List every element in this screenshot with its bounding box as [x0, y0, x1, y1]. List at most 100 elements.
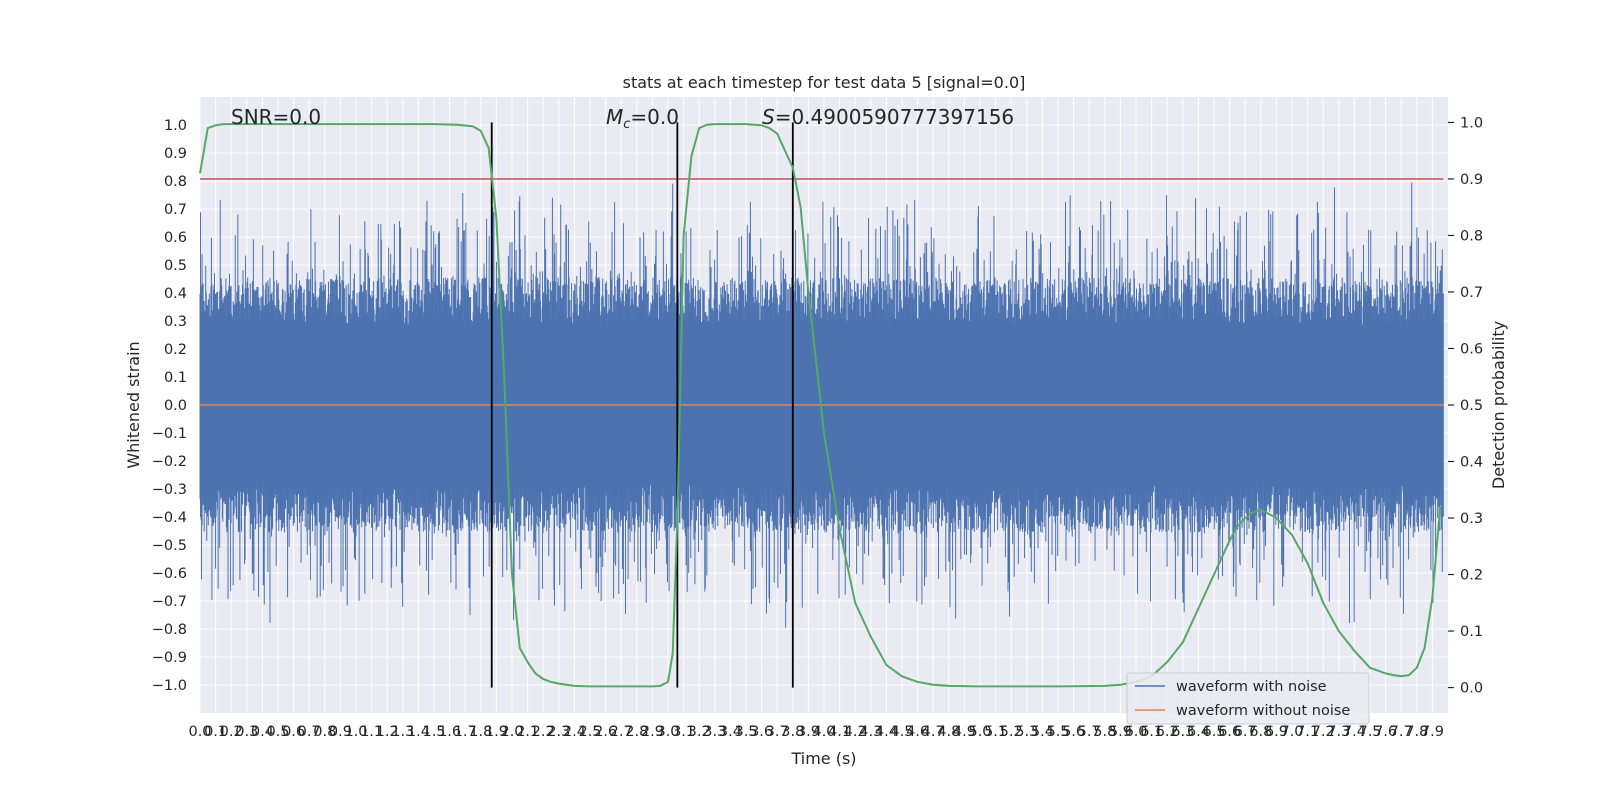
x-tick-label-1: 0.1 [204, 724, 227, 740]
x-tick-label-46: 4.6 [906, 724, 929, 740]
x-tick-label-51: 5.1 [984, 724, 1007, 740]
probability-line [199, 123, 1442, 688]
x-tick-label-33: 3.3 [703, 724, 726, 740]
x-tick-label-60: 6.0 [1124, 724, 1147, 740]
x-tick-label-69: 6.9 [1265, 724, 1288, 740]
x-tick-label-25: 2.5 [578, 724, 601, 740]
x-tick-label-15: 1.5 [422, 724, 445, 740]
y2-tick-label-3: 0.3 [1460, 511, 1483, 527]
x-tick-label-61: 6.1 [1140, 724, 1163, 740]
x-tick-label-24: 2.4 [563, 724, 586, 740]
x-tick-label-6: 0.6 [282, 724, 305, 740]
x-tick-label-47: 4.7 [922, 724, 945, 740]
stat-value: =0.4900590777397156 [775, 105, 1014, 129]
x-tick-label-43: 4.3 [859, 724, 882, 740]
y-tick-label-2: −0.8 [152, 622, 187, 638]
x-tick-label-45: 4.5 [890, 724, 913, 740]
x-tick-label-44: 4.4 [875, 724, 898, 740]
x-tick-label-38: 3.8 [781, 724, 804, 740]
x-tick-label-68: 6.8 [1249, 724, 1272, 740]
y-tick-label-10: 0.0 [164, 398, 187, 414]
chirp-mass-annotation: Mc=0.0 [606, 105, 679, 132]
x-tick-label-39: 3.9 [797, 724, 820, 740]
x-tick-label-50: 5.0 [968, 724, 991, 740]
x-tick-label-55: 5.5 [1046, 724, 1069, 740]
x-tick-label-65: 6.5 [1202, 724, 1225, 740]
x-tick-label-72: 7.2 [1312, 724, 1335, 740]
legend: waveform with noise waveform without noi… [1126, 672, 1370, 725]
y-tick-label-7: −0.3 [152, 482, 187, 498]
x-axis-label: Time (s) [790, 749, 856, 768]
noisy-waveform-line [199, 182, 1444, 628]
x-tick-label-40: 4.0 [812, 724, 835, 740]
y-tick-label-6: −0.4 [152, 510, 187, 526]
y-tick-label-11: 0.1 [164, 370, 187, 386]
x-tick-label-54: 5.4 [1031, 724, 1054, 740]
x-tick-label-21: 2.1 [516, 724, 539, 740]
y-tick-label-12: 0.2 [164, 342, 187, 358]
x-tick-label-49: 4.9 [953, 724, 976, 740]
x-tick-label-3: 0.3 [235, 724, 258, 740]
x-tick-labels: 0.00.10.20.30.40.50.60.70.80.91.01.11.21… [188, 724, 1443, 740]
chirp-mass-value: =0.0 [630, 105, 679, 129]
x-tick-label-53: 5.3 [1015, 724, 1038, 740]
snr-annotation: SNR=0.0 [231, 105, 321, 129]
x-tick-label-64: 6.4 [1187, 724, 1210, 740]
y2-tick-labels: 0.0 0.1 0.2 0.3 0.4 0.5 0.6 0.7 0.8 0.9 1.0 [1448, 115, 1483, 697]
chirp-mass-subscript: c [623, 117, 630, 132]
y-tick-label-3: −0.7 [152, 594, 187, 610]
x-tick-label-7: 0.7 [298, 724, 321, 740]
vline-layer [490, 122, 794, 688]
x-tick-label-71: 7.1 [1296, 724, 1319, 740]
y-tick-label-14: 0.4 [164, 286, 187, 302]
x-tick-label-18: 1.8 [469, 724, 492, 740]
y-tick-label-5: −0.5 [152, 538, 187, 554]
x-tick-label-14: 1.4 [407, 724, 430, 740]
x-tick-label-35: 3.5 [734, 724, 757, 740]
x-tick-label-8: 0.8 [313, 724, 336, 740]
y-tick-label-15: 0.5 [164, 258, 187, 274]
x-tick-label-58: 5.8 [1093, 724, 1116, 740]
x-tick-label-56: 5.6 [1062, 724, 1085, 740]
y2-tick-label-1: 0.1 [1460, 624, 1483, 640]
x-tick-label-67: 6.7 [1234, 724, 1257, 740]
y2-tick-label-7: 0.7 [1460, 285, 1483, 301]
x-tick-label-78: 7.8 [1405, 724, 1428, 740]
x-tick-label-26: 2.6 [594, 724, 617, 740]
annotations: SNR=0.0 Mc=0.0 S=0.4900590777397156 [231, 105, 1014, 132]
x-tick-label-22: 2.2 [532, 724, 555, 740]
x-tick-label-42: 4.2 [844, 724, 867, 740]
x-tick-label-41: 4.1 [828, 724, 851, 740]
y-tick-label-17: 0.7 [164, 202, 187, 218]
x-tick-label-19: 1.9 [485, 724, 508, 740]
x-tick-label-30: 3.0 [656, 724, 679, 740]
stat-annotation: S=0.4900590777397156 [762, 105, 1014, 129]
legend-label-noisy: waveform with noise [1176, 679, 1327, 695]
x-tick-label-31: 3.1 [672, 724, 695, 740]
y-tick-label-4: −0.6 [152, 566, 187, 582]
y-tick-label-18: 0.8 [164, 174, 187, 190]
x-tick-label-4: 0.4 [251, 724, 274, 740]
y-tick-label-9: −0.1 [152, 426, 187, 442]
x-tick-label-79: 7.9 [1421, 724, 1444, 740]
y-tick-label-16: 0.6 [164, 230, 187, 246]
x-tick-label-5: 0.5 [266, 724, 289, 740]
y2-tick-label-10: 1.0 [1460, 115, 1483, 131]
x-tick-label-66: 6.6 [1218, 724, 1241, 740]
x-tick-label-28: 2.8 [625, 724, 648, 740]
x-tick-label-70: 7.0 [1280, 724, 1303, 740]
x-tick-label-11: 1.1 [360, 724, 383, 740]
x-tick-label-37: 3.7 [766, 724, 789, 740]
y-tick-label-8: −0.2 [152, 454, 187, 470]
x-tick-label-20: 2.0 [500, 724, 523, 740]
y-tick-label-13: 0.3 [164, 314, 187, 330]
x-tick-label-13: 1.3 [391, 724, 414, 740]
legend-box [1126, 672, 1370, 725]
x-tick-label-36: 3.6 [750, 724, 773, 740]
x-tick-label-17: 1.7 [454, 724, 477, 740]
x-tick-label-59: 5.9 [1109, 724, 1132, 740]
y-tick-label-20: 1.0 [164, 118, 187, 134]
x-tick-label-57: 5.7 [1078, 724, 1101, 740]
legend-label-clean: waveform without noise [1176, 703, 1350, 719]
